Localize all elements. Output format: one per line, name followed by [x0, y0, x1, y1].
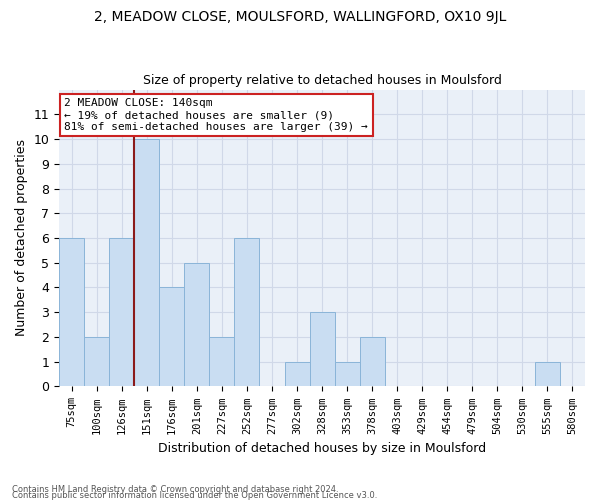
- Bar: [235, 238, 259, 386]
- Text: 2 MEADOW CLOSE: 140sqm
← 19% of detached houses are smaller (9)
81% of semi-deta: 2 MEADOW CLOSE: 140sqm ← 19% of detached…: [64, 98, 368, 132]
- Bar: [84, 337, 109, 386]
- Bar: [184, 262, 209, 386]
- Bar: [535, 362, 560, 386]
- Bar: [284, 362, 310, 386]
- X-axis label: Distribution of detached houses by size in Moulsford: Distribution of detached houses by size …: [158, 442, 486, 455]
- Bar: [134, 139, 160, 386]
- Title: Size of property relative to detached houses in Moulsford: Size of property relative to detached ho…: [143, 74, 502, 87]
- Bar: [59, 238, 84, 386]
- Bar: [160, 288, 184, 386]
- Text: Contains public sector information licensed under the Open Government Licence v3: Contains public sector information licen…: [12, 490, 377, 500]
- Bar: [335, 362, 359, 386]
- Y-axis label: Number of detached properties: Number of detached properties: [15, 140, 28, 336]
- Text: Contains HM Land Registry data © Crown copyright and database right 2024.: Contains HM Land Registry data © Crown c…: [12, 484, 338, 494]
- Bar: [209, 337, 235, 386]
- Text: 2, MEADOW CLOSE, MOULSFORD, WALLINGFORD, OX10 9JL: 2, MEADOW CLOSE, MOULSFORD, WALLINGFORD,…: [94, 10, 506, 24]
- Bar: [109, 238, 134, 386]
- Bar: [310, 312, 335, 386]
- Bar: [359, 337, 385, 386]
